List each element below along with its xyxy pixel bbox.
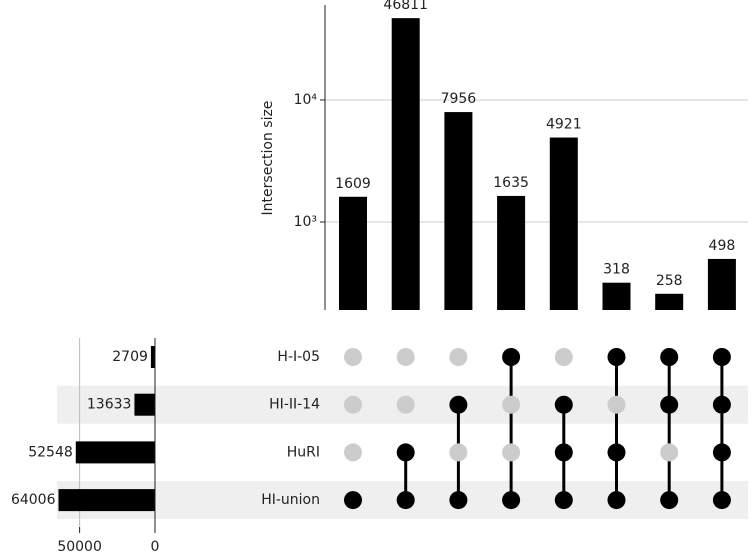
dot-active <box>449 491 468 510</box>
set-size-label: 64006 <box>11 492 56 508</box>
dot-inactive <box>660 443 679 462</box>
dot-inactive <box>449 443 468 462</box>
dot-active <box>660 348 679 366</box>
value-label: 258 <box>656 273 683 289</box>
set-bar <box>58 489 156 512</box>
dot-active <box>554 491 573 510</box>
dot-active <box>396 491 415 510</box>
dot-inactive <box>502 395 521 414</box>
dot-active <box>396 443 415 462</box>
bar <box>444 112 473 310</box>
dot-active <box>712 348 731 366</box>
dot-active <box>449 395 468 414</box>
set-name: HI-union <box>261 492 320 508</box>
set-size-label: 52548 <box>28 444 73 460</box>
value-label: 498 <box>709 238 736 254</box>
dot-active <box>607 491 626 510</box>
set-name: H-I-05 <box>277 349 320 365</box>
dot-inactive <box>554 348 573 366</box>
value-label: 1609 <box>335 176 371 192</box>
bar <box>549 137 578 310</box>
dot-active <box>660 491 679 510</box>
x-tick-label: 50000 <box>57 539 102 555</box>
value-label: 7956 <box>441 91 477 107</box>
dot-inactive <box>344 443 362 462</box>
value-label: 46811 <box>383 0 428 13</box>
dot-inactive <box>344 395 362 414</box>
dot-active <box>607 443 626 462</box>
dot-active <box>660 395 679 414</box>
bar <box>339 196 367 310</box>
dot-active <box>344 491 362 510</box>
dot-active <box>712 491 731 510</box>
dot-inactive <box>396 395 415 414</box>
dot-inactive <box>607 395 626 414</box>
dot-inactive <box>449 348 468 366</box>
y-axis-label: Intersection size <box>260 101 276 216</box>
set-name: HI-II-14 <box>269 397 320 413</box>
bar <box>707 258 736 310</box>
dot-active <box>712 395 731 414</box>
dot-active <box>554 443 573 462</box>
dot-active <box>712 443 731 462</box>
dot-active <box>607 348 626 366</box>
y-tick-label: 10⁴ <box>294 92 318 108</box>
set-bar <box>150 346 155 368</box>
value-label: 1635 <box>493 175 529 191</box>
value-label: 4921 <box>546 117 582 133</box>
dot-active <box>502 491 521 510</box>
dot-inactive <box>502 443 521 462</box>
dot-active <box>502 348 521 366</box>
bar <box>391 18 420 310</box>
bar <box>655 293 684 310</box>
set-bar <box>134 393 155 416</box>
bar <box>497 195 526 310</box>
value-label: 318 <box>603 262 630 278</box>
bar <box>602 282 631 310</box>
x-tick-label: 0 <box>151 539 160 555</box>
dot-inactive <box>344 348 362 366</box>
set-size-label: 13633 <box>87 397 132 413</box>
set-size-label: 2709 <box>112 349 148 365</box>
y-tick-label: 10³ <box>294 214 317 230</box>
dot-active <box>554 395 573 414</box>
dot-inactive <box>396 348 415 366</box>
set-name: HuRI <box>287 444 320 460</box>
set-bar <box>75 441 155 464</box>
